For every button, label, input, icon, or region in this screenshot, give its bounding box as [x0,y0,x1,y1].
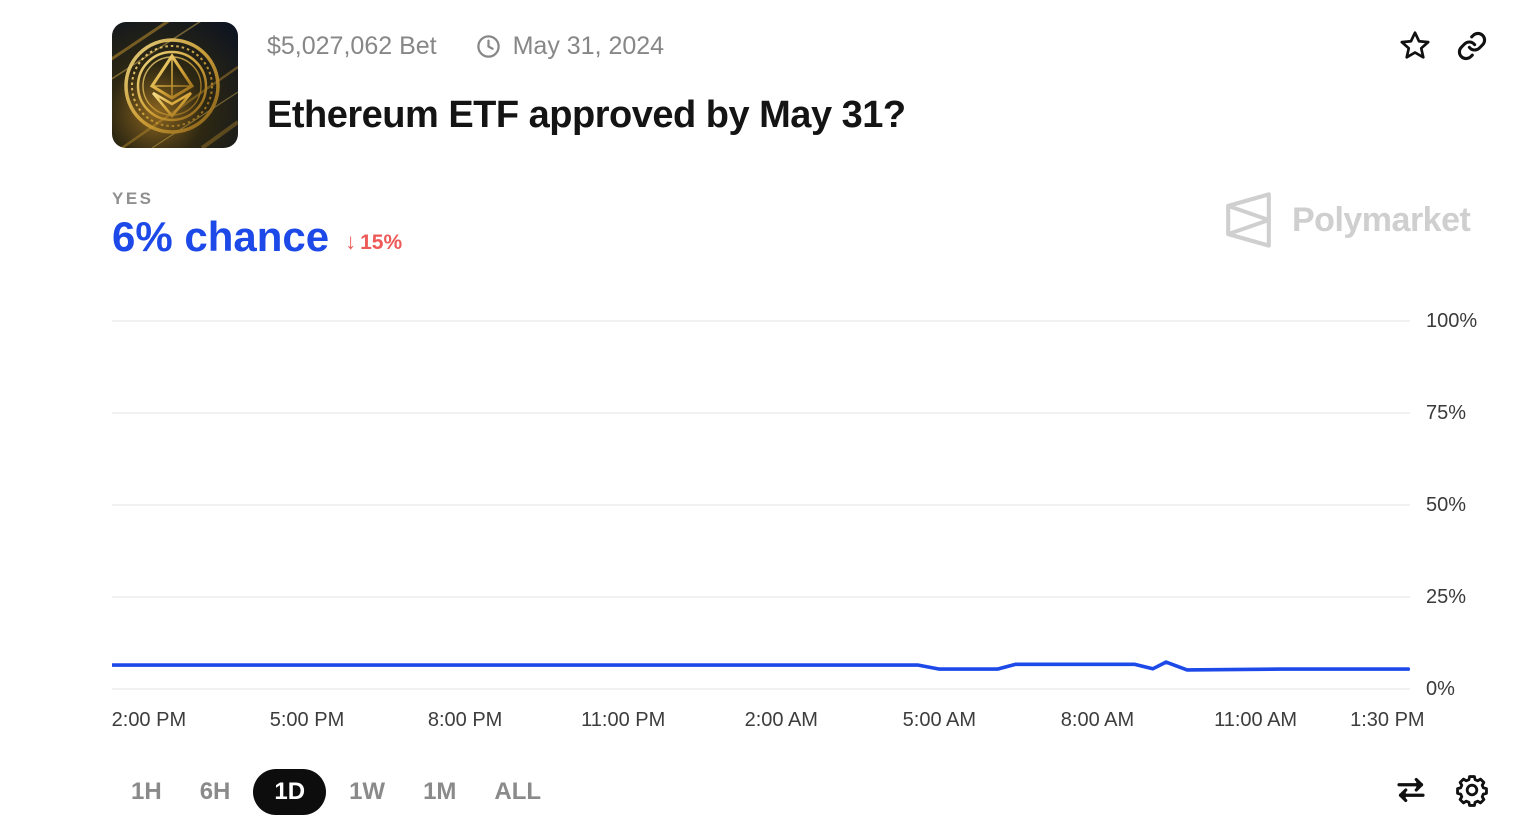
outcome-label: YES [112,189,154,208]
market-title: Ethereum ETF approved by May 31? [267,94,906,136]
y-axis-label: 75% [1426,402,1467,424]
chance-value: 6% chance [112,213,330,260]
price-line-yes [112,660,1410,672]
y-axis-label: 50% [1426,494,1467,516]
range-button-all[interactable]: ALL [494,778,542,805]
bet-total: $5,027,062 Bet [267,32,437,60]
x-axis-label: 11:00 AM [1214,709,1298,731]
x-axis-label: 5:00 AM [902,709,977,731]
range-button-1m[interactable]: 1M [423,778,457,805]
swap-arrows-icon[interactable] [1393,772,1429,808]
down-arrow-icon: ↓ [345,229,357,254]
star-icon[interactable] [1397,28,1433,64]
range-button-1w[interactable]: 1W [349,778,386,805]
x-axis-label: 8:00 AM [1060,709,1135,731]
link-icon[interactable] [1454,28,1490,64]
outcome-block: YES 6% chance ↓ 15% [112,189,402,258]
x-axis-label: 2:00 AM [744,709,818,731]
y-axis-label: 25% [1426,586,1467,608]
chance-change: ↓ 15% [345,229,402,258]
chance-change-value: 15% [360,231,403,254]
x-axis-label: 8:00 PM [427,709,503,731]
clock-icon [475,33,502,60]
x-axis-label: 11:00 PM [581,709,666,731]
range-button-6h[interactable]: 6H [199,778,231,805]
time-range-selector: 1H 6H 1D 1W 1M ALL [116,769,556,815]
bottom-actions [1393,772,1490,808]
close-date: May 31, 2024 [475,32,665,61]
header-meta: $5,027,062 Bet May 31, 2024 [267,32,664,61]
price-chart[interactable] [112,300,1410,700]
close-date-text: May 31, 2024 [512,32,665,60]
x-axis-label: 2:00 PM [111,709,187,731]
range-button-1h[interactable]: 1H [131,778,162,805]
gear-icon[interactable] [1454,772,1490,808]
range-button-1d[interactable]: 1D [253,769,327,815]
top-actions [1397,28,1490,64]
polymarket-wordmark: Polymarket [1292,200,1471,239]
polymarket-logo-icon [1222,191,1275,249]
y-axis-label: 100% [1426,310,1478,332]
x-axis-label: 5:00 PM [269,709,345,731]
y-axis-label: 0% [1426,678,1455,700]
x-axis-label: 1:30 PM [1350,709,1425,731]
market-thumbnail-ethereum-coin [112,22,238,148]
polymarket-watermark: Polymarket [1222,191,1471,249]
